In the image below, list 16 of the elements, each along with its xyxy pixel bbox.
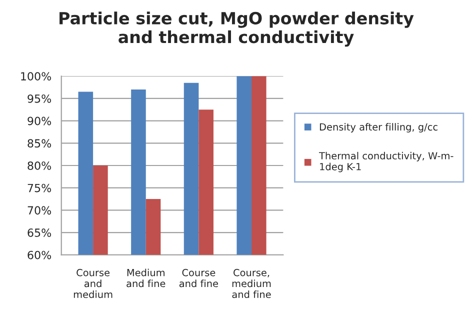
x-tick-label: Course and fine: [179, 268, 218, 288]
y-tick-label: 95%: [28, 94, 52, 103]
y-tick-label: 60%: [28, 250, 52, 260]
legend-label: Density after filling, g/cc: [320, 123, 438, 132]
y-tick-label: 85%: [28, 139, 52, 148]
x-tick-label: Course and medium: [74, 268, 112, 298]
chart-title: Particle size cut, MgO powder density and thermal conductivity: [60, 12, 414, 47]
x-tick-label: Medium and fine: [126, 268, 166, 288]
y-tick-label: 80%: [28, 161, 52, 170]
y-tick-label: 100%: [21, 72, 52, 81]
y-tick-label: 75%: [28, 184, 52, 192]
y-tick-label: 70%: [28, 206, 52, 215]
y-tick-label: 90%: [28, 116, 52, 126]
y-tick-label: 65%: [28, 228, 52, 237]
x-tick-label: Course, medium and fine: [232, 268, 271, 298]
legend-label: Thermal conductivity, W-m- 1deg K-1: [318, 152, 454, 172]
